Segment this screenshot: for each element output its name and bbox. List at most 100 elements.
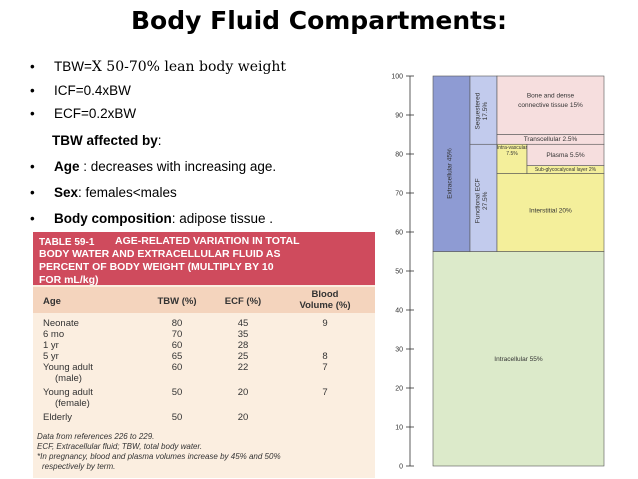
label-plasma: Plasma 5.5% [546, 152, 585, 159]
table-title-last: FOR mL/kg) [39, 274, 99, 286]
label-extracellular: Extracellular 45% [447, 148, 454, 199]
cell-age: 6 mo [43, 329, 65, 340]
table-footnotes: Data from references 226 to 229. ECF, Ex… [37, 432, 281, 472]
label-bone-1: Bone and dense [527, 92, 575, 99]
col-ecf: ECF (%) [224, 296, 262, 307]
y-tick-label: 0 [399, 464, 403, 471]
affected-colon: : [157, 133, 162, 148]
bullet-dot: • [30, 106, 35, 121]
y-tick-label: 20 [395, 386, 403, 393]
label-transcellular: Transcellular 2.5% [524, 136, 578, 143]
y-tick-label: 90 [395, 113, 403, 120]
compartment-3 [469, 75, 498, 145]
compartment-0 [432, 251, 605, 467]
footnote: respectively by term. [42, 462, 116, 471]
compartment-blocks: Intracellular 55% Extracellular 45% Functi… [432, 75, 605, 467]
cell-tbw: 70 [171, 329, 183, 340]
y-tick-label: 60 [395, 230, 403, 237]
cell-tbw: 60 [171, 340, 183, 351]
label-intracellular: Intracellular 55% [494, 356, 543, 363]
table-title-line: AGE-RELATED VARIATION IN TOTAL [115, 235, 300, 247]
footnote: *In pregnancy, blood and plasma volumes … [37, 452, 281, 461]
footnote: Data from references 226 to 229. [37, 432, 155, 441]
cell-blood: 7 [322, 362, 328, 373]
label-sequestered: Sequestered [475, 92, 482, 129]
compartment-2 [469, 143, 498, 252]
cell-ecf: 22 [237, 362, 249, 373]
compartment-9 [496, 75, 605, 135]
table-column-headers: Age TBW (%) ECF (%) Blood Volume (%) [33, 287, 375, 313]
bullet-dot: • [30, 159, 35, 174]
bullet-age: • Age : decreases with increasing age. [30, 159, 276, 174]
y-axis: 0 10 20 30 40 50 60 70 80 90 100 [391, 74, 414, 471]
bullet-dot: • [30, 211, 35, 226]
label-interstitial: Interstitial 20% [529, 208, 572, 215]
table-title: AGE-RELATED VARIATION IN TOTAL BODY WATE… [39, 235, 371, 274]
body-text: : adipose tissue . [171, 211, 274, 226]
bullet-icf: • ICF=0.4xBW [30, 83, 131, 98]
col-blood: Blood Volume (%) [287, 289, 363, 311]
cell-age-line2: (female) [55, 398, 90, 409]
compartment-svg: 0 10 20 30 40 50 60 70 80 90 100 Intracellular 55%… [391, 74, 605, 471]
compartment-4 [496, 173, 605, 252]
table-title-line: BODY WATER AND EXTRACELLULAR FLUID AS [39, 248, 281, 260]
tbw-formula: X 50-70% lean body weight [91, 59, 287, 75]
bullet-ecf: • ECF=0.2xBW [30, 106, 136, 121]
label-bone-2: connective tissue 15% [518, 102, 583, 109]
slide-title: Body Fluid Compartments: [131, 6, 507, 35]
col-blood-line1: Blood [311, 289, 339, 300]
compartment-1 [432, 75, 471, 252]
table-header-band: TABLE 59-1 AGE-RELATED VARIATION IN TOTA… [33, 232, 375, 286]
compartment-5 [496, 143, 528, 174]
label-sequestered-pct: 17.5% [482, 102, 489, 121]
label-functional-ecf: Functional ECF [475, 178, 482, 223]
cell-blood: 7 [322, 387, 328, 398]
affected-heading: TBW affected by: [52, 133, 162, 148]
age-label: Age [54, 159, 80, 174]
cell-tbw: 50 [171, 412, 183, 423]
label-functional-ecf-pct: 27.5% [482, 191, 489, 210]
cell-ecf: 25 [237, 351, 249, 362]
label-intravascular-2: 7.5% [506, 151, 518, 157]
bullet-tbw: • TBW=X 50-70% lean body weight [30, 59, 286, 75]
y-tick-label: 80 [395, 152, 403, 159]
y-tick-label: 30 [395, 347, 403, 354]
col-age: Age [43, 296, 61, 307]
compartment-7 [526, 165, 605, 174]
cell-tbw: 80 [171, 318, 183, 329]
age-variation-table: TABLE 59-1 AGE-RELATED VARIATION IN TOTA… [33, 232, 375, 478]
cell-age: Young adult (female) [43, 387, 93, 409]
cell-age: 1 yr [43, 340, 59, 351]
y-tick-label: 100 [391, 74, 403, 81]
cell-age: Neonate [43, 318, 79, 329]
cell-age-line1: Young adult [43, 362, 93, 373]
cell-ecf: 45 [237, 318, 249, 329]
cell-tbw: 60 [171, 362, 183, 373]
fluid-compartment-chart: 0 10 20 30 40 50 60 70 80 90 100 Intracellular 55%… [370, 66, 638, 479]
bullet-body: • Body composition: adipose tissue . [30, 211, 273, 226]
cell-ecf: 20 [237, 412, 249, 423]
table-number: TABLE 59-1 [39, 237, 95, 248]
label-intravascular-1: Intra-vascular [497, 145, 528, 151]
cell-blood: 9 [322, 318, 328, 329]
y-tick-label: 70 [395, 191, 403, 198]
cell-tbw: 50 [171, 387, 183, 398]
cell-ecf: 35 [237, 329, 249, 340]
y-tick-label: 50 [395, 269, 403, 276]
col-tbw: TBW (%) [157, 296, 197, 307]
cell-age-line1: Young adult [43, 387, 93, 398]
bullet-dot: • [30, 185, 35, 200]
sex-label: Sex [54, 185, 79, 200]
bullet-dot: • [30, 83, 35, 98]
ecf-formula: ECF=0.2xBW [54, 106, 137, 121]
y-tick-label: 40 [395, 308, 403, 315]
col-blood-line2: Volume (%) [299, 300, 351, 311]
affected-label: TBW affected by [52, 133, 158, 148]
body-label: Body composition [54, 211, 172, 226]
label-subglycocalyceal: Sub-glycocalyceal layer 2% [535, 167, 597, 173]
cell-blood: 8 [322, 351, 328, 362]
y-tick-label: 10 [395, 425, 403, 432]
bullet-sex: • Sex: females<males [30, 185, 177, 200]
footnote: ECF, Extracellular fluid; TBW, total bod… [37, 442, 203, 451]
cell-age: Young adult (male) [43, 362, 93, 384]
